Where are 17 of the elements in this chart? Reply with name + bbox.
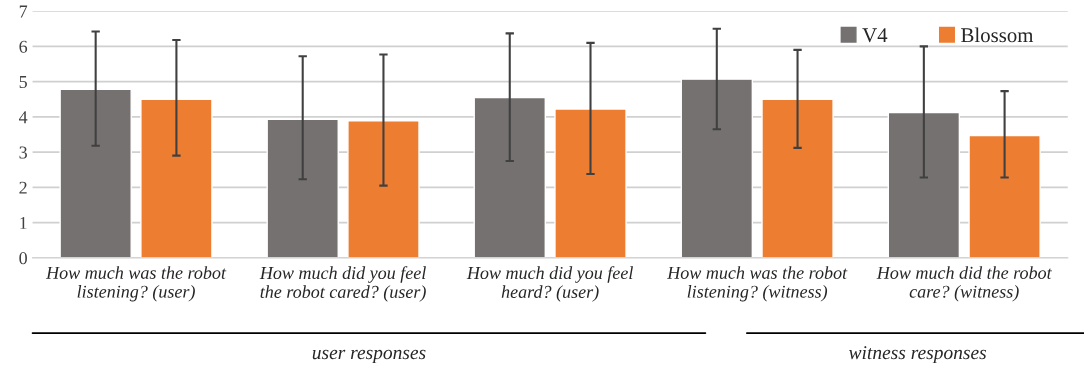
text: user responses [312,349,426,364]
y-tick-label: 6 [19,40,28,53]
y-tick-label: 3 [19,146,27,159]
y-tick-label: 4 [18,111,28,124]
y-tick-label: 1 [20,216,27,229]
x-tick-label: How much did you feel the robot cared? (user) [259,266,426,302]
y-tick-label: 2 [19,181,27,194]
x-tick-label: How much was the robot listening? (user) [45,266,227,302]
legend-label: V4 [862,28,888,43]
x-tick-label: How much did you feel heard? (user) [466,266,633,302]
text: witness responses [849,346,987,364]
y-tick-label: 0 [19,252,27,265]
x-tick-label: How much was the robot listening? (witness) [667,266,848,302]
y-tick-label: 7 [19,5,28,18]
legend-label: Blossom [961,27,1034,43]
y-tick-label: 5 [19,76,27,89]
x-tick-label: How much did the robot care? (witness) [876,266,1052,302]
